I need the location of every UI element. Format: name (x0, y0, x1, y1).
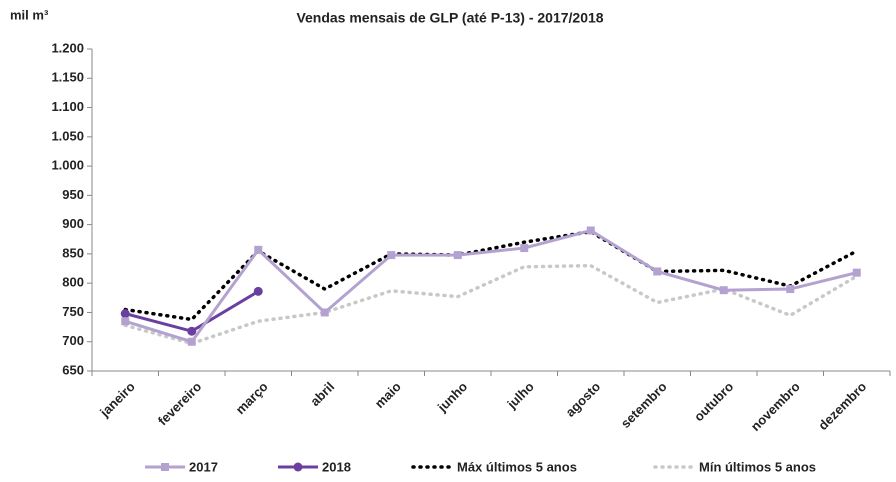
x-tick-label: setembro (618, 379, 670, 431)
point (320, 308, 329, 317)
y-tick-label: 1.100 (51, 99, 84, 114)
point (187, 326, 197, 336)
legend-label: 2017 (189, 459, 218, 474)
x-tick-label: novembro (748, 379, 803, 434)
point (253, 286, 263, 296)
series-line (123, 229, 859, 322)
point (786, 285, 795, 294)
y-tick-label: 1.150 (51, 70, 84, 85)
y-tick-label: 650 (62, 362, 84, 377)
y-tick-label: 800 (62, 275, 84, 290)
x-tick-label: dezembro (815, 379, 869, 433)
point (586, 226, 595, 235)
legend-label: Mín últimos 5 anos (699, 459, 816, 474)
legend-marker (161, 463, 169, 471)
x-tick-label: abril (307, 379, 337, 409)
y-tick-label: 750 (62, 304, 84, 319)
point (121, 317, 130, 326)
series-line (123, 263, 859, 346)
x-tick-label: outubro (691, 379, 736, 424)
legend-label: Máx últimos 5 anos (457, 459, 577, 474)
y-axis-label: mil m³ (10, 7, 49, 22)
point (852, 268, 861, 277)
point (120, 309, 130, 319)
y-tick-label: 850 (62, 245, 84, 260)
point (387, 251, 396, 260)
y-tick-label: 1.050 (51, 128, 84, 143)
point (453, 251, 462, 260)
x-tick-label: junho (434, 379, 470, 415)
point (254, 245, 263, 254)
x-tick-label: março (233, 379, 271, 417)
chart-title: Vendas mensais de GLP (até P-13) - 2017/… (296, 10, 603, 26)
y-tick-label: 1.000 (51, 158, 84, 173)
y-tick-label: 700 (62, 333, 84, 348)
legend-label: 2018 (322, 459, 351, 474)
x-tick-label: janeiro (96, 379, 137, 420)
x-tick-label: agosto (563, 379, 604, 420)
point (719, 286, 728, 295)
x-tick-label: fevereiro (155, 379, 204, 428)
point (520, 244, 529, 253)
y-tick-label: 900 (62, 216, 84, 231)
point (187, 337, 196, 346)
x-tick-label: maio (372, 379, 404, 411)
y-tick-label: 950 (62, 187, 84, 202)
series-line (124, 228, 858, 344)
point (653, 267, 662, 276)
x-tick-label: julho (504, 379, 537, 412)
y-tick-label: 1.200 (51, 40, 84, 55)
legend-marker (293, 462, 303, 472)
